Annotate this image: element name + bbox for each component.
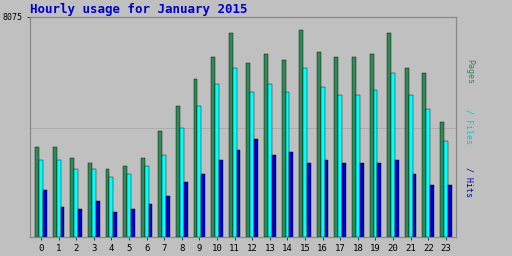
- Bar: [430, 185, 434, 237]
- Text: / Hits: / Hits: [465, 167, 474, 197]
- Bar: [282, 60, 286, 237]
- Bar: [123, 166, 127, 237]
- Bar: [148, 204, 153, 237]
- Bar: [338, 95, 342, 237]
- Bar: [110, 177, 113, 237]
- Bar: [356, 95, 360, 237]
- Text: Hourly usage for January 2015: Hourly usage for January 2015: [30, 3, 248, 16]
- Bar: [352, 57, 356, 237]
- Bar: [286, 92, 289, 237]
- Bar: [374, 90, 377, 237]
- Bar: [211, 57, 215, 237]
- Text: / Files: / Files: [465, 109, 474, 144]
- Bar: [409, 95, 413, 237]
- Bar: [299, 30, 303, 237]
- Bar: [57, 161, 60, 237]
- Bar: [246, 62, 250, 237]
- Bar: [342, 163, 346, 237]
- Bar: [254, 139, 258, 237]
- Bar: [180, 128, 184, 237]
- Bar: [229, 33, 232, 237]
- Bar: [448, 185, 452, 237]
- Bar: [377, 163, 381, 237]
- Bar: [35, 147, 39, 237]
- Bar: [334, 57, 338, 237]
- Bar: [370, 54, 374, 237]
- Bar: [422, 73, 426, 237]
- Bar: [43, 190, 47, 237]
- Bar: [88, 163, 92, 237]
- Bar: [92, 169, 96, 237]
- Bar: [232, 68, 237, 237]
- Bar: [272, 155, 275, 237]
- Bar: [237, 150, 241, 237]
- Bar: [198, 106, 201, 237]
- Bar: [145, 166, 148, 237]
- Bar: [39, 161, 43, 237]
- Bar: [96, 201, 100, 237]
- Bar: [426, 109, 430, 237]
- Bar: [141, 158, 145, 237]
- Bar: [74, 169, 78, 237]
- Bar: [162, 155, 166, 237]
- Bar: [395, 161, 399, 237]
- Bar: [60, 207, 65, 237]
- Bar: [440, 122, 444, 237]
- Bar: [53, 147, 57, 237]
- Bar: [317, 52, 321, 237]
- Bar: [127, 174, 131, 237]
- Bar: [158, 131, 162, 237]
- Bar: [303, 68, 307, 237]
- Bar: [289, 152, 293, 237]
- Bar: [405, 68, 409, 237]
- Bar: [113, 212, 117, 237]
- Bar: [166, 196, 170, 237]
- Bar: [105, 169, 110, 237]
- Bar: [268, 84, 272, 237]
- Bar: [184, 182, 187, 237]
- Bar: [391, 73, 395, 237]
- Bar: [387, 33, 391, 237]
- Bar: [444, 141, 448, 237]
- Bar: [325, 161, 329, 237]
- Bar: [264, 54, 268, 237]
- Bar: [201, 174, 205, 237]
- Bar: [413, 174, 416, 237]
- Bar: [131, 209, 135, 237]
- Bar: [250, 92, 254, 237]
- Text: Pages: Pages: [465, 59, 474, 84]
- Bar: [78, 209, 82, 237]
- Bar: [194, 79, 198, 237]
- Bar: [176, 106, 180, 237]
- Bar: [360, 163, 364, 237]
- Bar: [219, 161, 223, 237]
- Bar: [70, 158, 74, 237]
- Bar: [321, 87, 325, 237]
- Bar: [307, 163, 311, 237]
- Bar: [215, 84, 219, 237]
